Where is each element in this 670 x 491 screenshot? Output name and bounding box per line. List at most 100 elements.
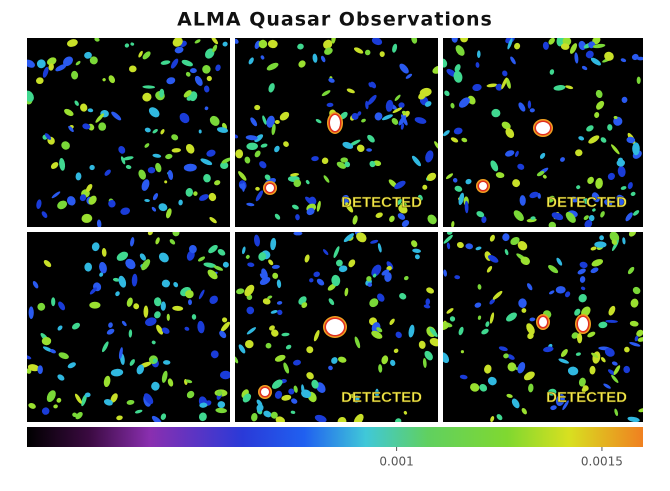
noise-blob bbox=[72, 322, 80, 330]
noise-blob bbox=[160, 301, 166, 311]
noise-blob bbox=[28, 402, 36, 409]
noise-blob bbox=[209, 216, 217, 224]
noise-blob bbox=[209, 295, 218, 304]
noise-blob bbox=[292, 204, 299, 210]
noise-blob bbox=[348, 259, 356, 268]
noise-blob bbox=[160, 129, 165, 135]
noise-blob bbox=[592, 43, 606, 49]
noise-blob bbox=[152, 129, 158, 134]
noise-blob bbox=[594, 112, 600, 118]
noise-blob bbox=[242, 393, 252, 403]
noise-blob bbox=[558, 358, 569, 364]
noise-blob bbox=[587, 331, 596, 338]
noise-blob bbox=[507, 362, 517, 372]
noise-blob bbox=[126, 399, 135, 405]
panel bbox=[27, 38, 230, 227]
noise-blob bbox=[518, 102, 526, 112]
noise-blob bbox=[429, 337, 438, 347]
noise-blob bbox=[63, 56, 73, 67]
noise-blob bbox=[82, 123, 91, 130]
noise-blob bbox=[134, 409, 143, 414]
noise-blob bbox=[142, 51, 151, 60]
noise-blob bbox=[628, 232, 637, 237]
noise-blob bbox=[166, 77, 176, 85]
noise-blob bbox=[632, 142, 640, 156]
noise-blob bbox=[262, 115, 267, 125]
noise-blob bbox=[211, 38, 219, 45]
noise-blob bbox=[570, 196, 579, 203]
noise-blob bbox=[301, 389, 312, 399]
noise-blob bbox=[108, 322, 113, 328]
noise-blob bbox=[238, 171, 247, 181]
noise-blob bbox=[216, 127, 229, 133]
noise-blob bbox=[151, 206, 157, 212]
noise-blob bbox=[130, 237, 135, 247]
noise-blob bbox=[171, 134, 179, 141]
noise-blob bbox=[630, 191, 636, 196]
noise-blob bbox=[312, 53, 318, 63]
noise-blob bbox=[517, 163, 525, 170]
noise-blob bbox=[595, 89, 603, 99]
noise-blob bbox=[164, 180, 168, 184]
noise-blob bbox=[95, 113, 104, 123]
noise-blob bbox=[153, 358, 158, 363]
noise-blob bbox=[342, 141, 354, 149]
noise-blob bbox=[505, 77, 511, 89]
noise-blob bbox=[215, 64, 221, 72]
noise-blob bbox=[313, 271, 320, 278]
noise-blob bbox=[250, 117, 258, 127]
noise-blob bbox=[414, 254, 420, 260]
noise-blob bbox=[172, 305, 184, 311]
noise-blob bbox=[336, 161, 347, 169]
noise-blob bbox=[588, 215, 595, 222]
noise-blob bbox=[446, 242, 451, 250]
noise-blob bbox=[560, 43, 570, 50]
noise-blob bbox=[617, 165, 626, 178]
noise-blob bbox=[399, 293, 407, 300]
noise-blob bbox=[28, 306, 34, 320]
noise-blob bbox=[344, 287, 349, 297]
noise-blob bbox=[583, 198, 589, 204]
noise-blob bbox=[422, 184, 428, 190]
noise-blob bbox=[125, 164, 132, 170]
noise-blob bbox=[374, 112, 383, 121]
noise-blob bbox=[476, 50, 481, 58]
noise-blob bbox=[491, 108, 501, 118]
noise-blob bbox=[37, 302, 46, 311]
noise-blob bbox=[474, 302, 482, 308]
noise-blob bbox=[371, 330, 383, 339]
noise-blob bbox=[529, 108, 535, 113]
noise-blob bbox=[580, 286, 586, 291]
noise-blob bbox=[393, 348, 399, 353]
noise-blob bbox=[191, 314, 197, 320]
noise-blob bbox=[496, 414, 503, 421]
noise-blob bbox=[112, 277, 120, 282]
noise-blob bbox=[268, 83, 275, 93]
noise-blob bbox=[579, 276, 586, 283]
noise-blob bbox=[394, 94, 401, 101]
noise-blob bbox=[235, 134, 239, 139]
noise-blob bbox=[528, 383, 534, 393]
noise-blob bbox=[122, 156, 134, 161]
noise-blob bbox=[411, 38, 418, 44]
noise-blob bbox=[605, 319, 618, 323]
noise-blob bbox=[464, 200, 469, 214]
noise-blob bbox=[398, 115, 407, 126]
noise-blob bbox=[424, 350, 433, 361]
noise-blob bbox=[103, 399, 113, 406]
noise-blob bbox=[99, 272, 104, 277]
noise-blob bbox=[102, 78, 106, 82]
noise-blob bbox=[450, 102, 455, 109]
noise-blob bbox=[311, 379, 319, 389]
noise-blob bbox=[167, 378, 174, 387]
noise-blob bbox=[27, 364, 40, 372]
noise-blob bbox=[553, 85, 566, 91]
noise-blob bbox=[256, 399, 263, 407]
noise-blob bbox=[293, 179, 302, 188]
source-core bbox=[536, 122, 550, 134]
noise-blob bbox=[267, 39, 278, 49]
noise-blob bbox=[389, 318, 395, 325]
noise-blob bbox=[412, 248, 421, 253]
noise-blob bbox=[214, 180, 221, 186]
noise-blob bbox=[510, 236, 520, 246]
